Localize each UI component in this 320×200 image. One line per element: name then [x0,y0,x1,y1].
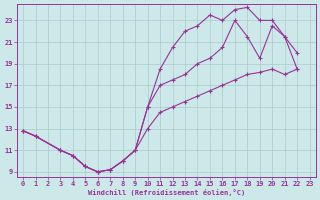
X-axis label: Windchill (Refroidissement éolien,°C): Windchill (Refroidissement éolien,°C) [88,189,245,196]
